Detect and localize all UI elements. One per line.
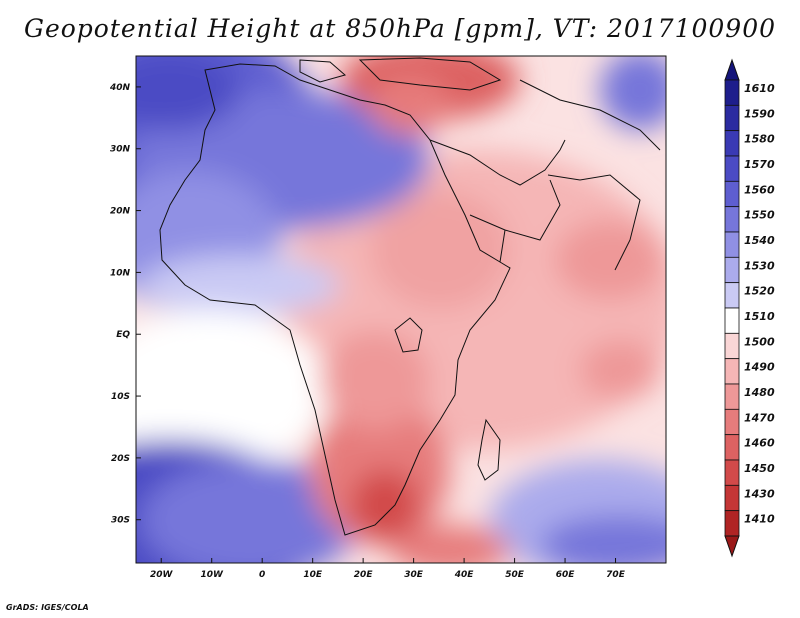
colorbar: 1610 1590 1580 1570 1560 1550 1540 1530 1520 1510… [724, 58, 775, 558]
lat-tick-label: 30N [110, 145, 131, 155]
map-title: Geopotential Height at 850hPa [gpm], VT:… [23, 14, 777, 43]
colorbar-swatch [724, 484, 740, 512]
lat-tick-label: 20N [110, 207, 131, 217]
colorbar-label: 1570 [744, 158, 775, 171]
lon-tick-label: 10W [200, 570, 224, 580]
colorbar-swatch [724, 383, 740, 410]
lon-tick-label: 10E [303, 570, 323, 580]
colorbar-bottom-arrow [724, 535, 740, 558]
colorbar-swatch [724, 510, 740, 537]
latitude-tick-labels: 40N 30N 20N 10N EQ 10S 20S 30S [109, 83, 141, 526]
colorbar-label: 1430 [744, 487, 775, 500]
colorbar-swatch [724, 130, 740, 157]
colorbar-swatch [724, 434, 740, 461]
colorbar-swatch [724, 332, 740, 360]
lat-tick-label: 20S [111, 454, 130, 464]
lon-tick-label: 30E [404, 570, 424, 580]
colorbar-label: 1610 [744, 82, 775, 95]
lon-tick-label: 50E [505, 570, 525, 580]
lon-tick-label: 70E [606, 570, 626, 580]
lon-tick-label: 60E [556, 570, 576, 580]
lon-tick-label: 0 [259, 570, 265, 580]
colorbar-label: 1450 [744, 462, 775, 475]
coastlines [159, 57, 661, 536]
credit-text: GrADS: IGES/COLA [6, 603, 89, 612]
colorbar-swatch [724, 408, 740, 436]
height-field [136, 56, 666, 563]
colorbar-swatch [724, 231, 740, 258]
colorbar-label: 1520 [744, 285, 775, 298]
colorbar-swatch [724, 206, 740, 233]
colorbar-swatch [724, 256, 740, 284]
plot-frame [135, 55, 667, 564]
colorbar-swatch [724, 459, 740, 486]
colorbar-label: 1530 [744, 259, 775, 272]
colorbar-label: 1580 [744, 133, 775, 146]
colorbar-label: 1470 [744, 411, 775, 424]
colorbar-swatch [724, 358, 740, 385]
colorbar-swatch [724, 307, 740, 334]
colorbar-swatch [724, 155, 740, 182]
lat-tick-label: 10N [110, 268, 131, 278]
lat-tick-label: 10S [111, 392, 130, 402]
colorbar-label: 1500 [744, 335, 775, 348]
colorbar-top-arrow [724, 58, 740, 81]
colorbar-label: 1460 [744, 437, 775, 450]
colorbar-swatch [724, 104, 740, 132]
colorbar-swatch [724, 282, 740, 309]
lat-tick-label: 30S [111, 516, 130, 526]
lon-tick-label: 20E [354, 570, 374, 580]
colorbar-label: 1540 [744, 234, 775, 247]
colorbar-label: 1510 [744, 310, 775, 323]
colorbar-label: 1550 [744, 209, 775, 222]
colorbar-label: 1410 [744, 513, 775, 526]
colorbar-label: 1590 [744, 107, 775, 120]
longitude-tick-labels: 20W 10W 0 10E 20E 30E 40E 50E 60E 70E [150, 558, 626, 580]
lat-tick-label: EQ [116, 330, 130, 340]
colorbar-label: 1480 [744, 386, 775, 399]
lat-tick-label: 40N [109, 83, 131, 93]
colorbar-label: 1560 [744, 183, 775, 196]
colorbar-label: 1490 [744, 361, 775, 374]
colorbar-swatch [724, 79, 740, 106]
lon-tick-label: 40E [454, 570, 475, 580]
lon-tick-label: 20W [150, 570, 174, 580]
colorbar-swatch [724, 180, 740, 208]
